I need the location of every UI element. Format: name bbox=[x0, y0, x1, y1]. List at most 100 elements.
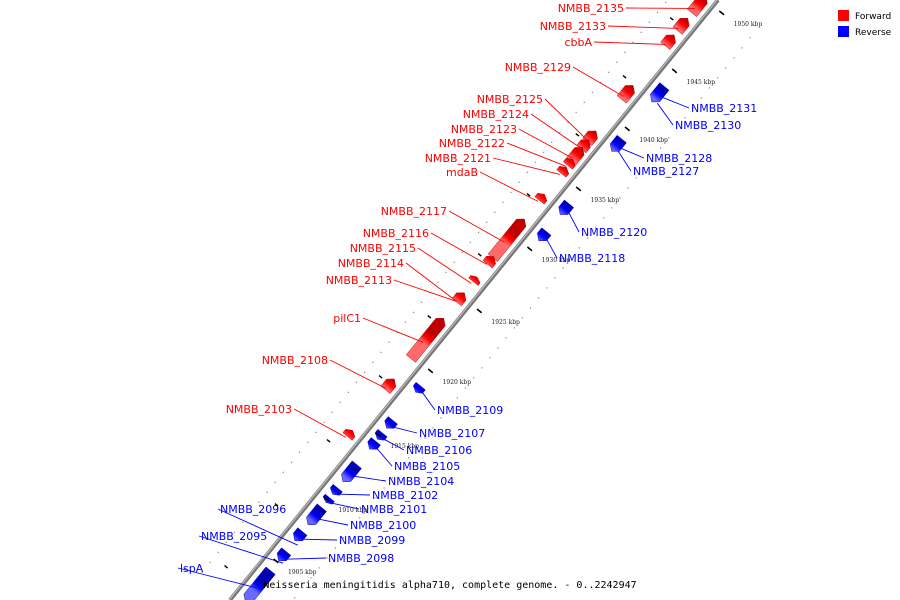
gene-arrow-lspa[interactable] bbox=[241, 566, 276, 600]
minor-dot bbox=[445, 271, 447, 273]
gene-arrow-nmbb-2106[interactable] bbox=[373, 429, 388, 443]
gene-arrow-nmbb-2099[interactable] bbox=[290, 527, 308, 545]
gene-arrow-nmbb-2117[interactable] bbox=[487, 215, 529, 262]
gene-label-nmbb-2114[interactable]: NMBB_2114 bbox=[338, 257, 404, 270]
minor-dot bbox=[665, 1, 667, 3]
gene-label-lspa[interactable]: lspA bbox=[180, 562, 204, 575]
gene-label-nmbb-2129[interactable]: NMBB_2129 bbox=[505, 61, 571, 74]
gene-label-nmbb-2103[interactable]: NMBB_2103 bbox=[226, 403, 292, 416]
gene-label-nmbb-2100[interactable]: NMBB_2100 bbox=[350, 519, 416, 532]
minor-dot bbox=[342, 537, 345, 539]
gene-label-nmbb-2124[interactable]: NMBB_2124 bbox=[463, 108, 529, 121]
minor-dot bbox=[635, 177, 637, 179]
gene-arrow-nmbb-2100[interactable] bbox=[303, 503, 327, 529]
minor-tick bbox=[427, 315, 432, 319]
minor-dot bbox=[274, 481, 276, 483]
gene-arrow-cbba[interactable] bbox=[660, 31, 679, 50]
gene-arrow-nmbb-2135[interactable] bbox=[687, 0, 710, 18]
gene-arrow-pilc1[interactable] bbox=[405, 314, 448, 363]
minor-dot bbox=[473, 377, 475, 379]
gene-arrow-nmbb-2107[interactable] bbox=[382, 416, 398, 432]
gene-label-nmbb-2096[interactable]: NMBB_2096 bbox=[220, 503, 286, 516]
leader-line-pilc1 bbox=[362, 317, 424, 343]
minor-dot bbox=[643, 167, 646, 169]
gene-label-nmbb-2104[interactable]: NMBB_2104 bbox=[388, 475, 454, 488]
gene-arrow-nmbb-2131[interactable] bbox=[647, 82, 670, 106]
minor-dot bbox=[464, 387, 467, 389]
gene-label-nmbb-2099[interactable]: NMBB_2099 bbox=[339, 534, 405, 547]
leader-line-nmbb-2117 bbox=[448, 210, 505, 243]
gene-arrow-nmbb-2116[interactable] bbox=[482, 253, 499, 269]
gene-label-nmbb-2116[interactable]: NMBB_2116 bbox=[363, 227, 429, 240]
gene-label-nmbb-2105[interactable]: NMBB_2105 bbox=[394, 460, 460, 473]
gene-label-nmbb-2098[interactable]: NMBB_2098 bbox=[328, 552, 394, 565]
gene-arrow-nmbb-2105[interactable] bbox=[365, 437, 381, 453]
gene-label-nmbb-2122[interactable]: NMBB_2122 bbox=[439, 137, 505, 150]
gene-label-nmbb-2115[interactable]: NMBB_2115 bbox=[350, 242, 416, 255]
gene-arrow-nmbb-2115[interactable] bbox=[468, 273, 482, 286]
gene-label-nmbb-2135[interactable]: NMBB_2135 bbox=[558, 2, 624, 15]
gene-label-nmbb-2109[interactable]: NMBB_2109 bbox=[437, 404, 503, 417]
major-tick bbox=[671, 68, 678, 74]
gene-arrow-nmbb-2125[interactable] bbox=[582, 127, 601, 146]
gene-arrow-nmbb-2122[interactable] bbox=[562, 156, 577, 170]
gene-arrow-nmbb-2121[interactable] bbox=[556, 164, 571, 178]
gene-arrow-nmbb-2098[interactable] bbox=[274, 547, 292, 565]
genome-backbone-highlight bbox=[228, 0, 718, 600]
gene-label-nmbb-2108[interactable]: NMBB_2108 bbox=[262, 354, 328, 367]
gene-arrow-mdab[interactable] bbox=[534, 191, 549, 205]
leader-line-lspa bbox=[177, 567, 263, 590]
gene-label-nmbb-2128[interactable]: NMBB_2128 bbox=[646, 152, 712, 165]
gene-arrow-nmbb-2103[interactable] bbox=[342, 427, 357, 441]
major-tick bbox=[624, 126, 631, 132]
minor-dot bbox=[608, 71, 610, 73]
minor-dot bbox=[334, 547, 336, 549]
gene-arrow-nmbb-2102[interactable] bbox=[328, 484, 343, 498]
minor-tick bbox=[526, 193, 531, 197]
gene-label-cbba[interactable]: cbbA bbox=[564, 36, 592, 49]
minor-dot bbox=[367, 507, 369, 509]
gene-arrow-nmbb-2114[interactable] bbox=[451, 289, 469, 307]
gene-label-nmbb-2118[interactable]: NMBB_2118 bbox=[559, 252, 625, 265]
minor-dot bbox=[250, 511, 252, 513]
gene-label-nmbb-2120[interactable]: NMBB_2120 bbox=[581, 226, 647, 239]
major-tick bbox=[575, 186, 582, 192]
minor-dot bbox=[554, 277, 556, 279]
gene-arrow-nmbb-2133[interactable] bbox=[672, 14, 692, 35]
gene-label-nmbb-2117[interactable]: NMBB_2117 bbox=[381, 205, 447, 218]
gene-label-nmbb-2101[interactable]: NMBB_2101 bbox=[361, 503, 427, 516]
gene-label-nmbb-2133[interactable]: NMBB_2133 bbox=[540, 20, 606, 33]
gene-label-mdab[interactable]: mdaB bbox=[446, 166, 478, 179]
gene-label-nmbb-2130[interactable]: NMBB_2130 bbox=[675, 119, 741, 132]
minor-dot bbox=[494, 211, 496, 213]
minor-dot bbox=[299, 451, 301, 453]
gene-label-nmbb-2123[interactable]: NMBB_2123 bbox=[451, 123, 517, 136]
gene-label-nmbb-2121[interactable]: NMBB_2121 bbox=[425, 152, 491, 165]
gene-arrow-nmbb-2101[interactable] bbox=[321, 493, 335, 506]
gene-arrow-nmbb-2120[interactable] bbox=[556, 199, 574, 218]
gene-label-nmbb-2107[interactable]: NMBB_2107 bbox=[419, 427, 485, 440]
gene-arrow-nmbb-2128[interactable] bbox=[607, 134, 627, 155]
leader-line-nmbb-2131 bbox=[661, 96, 690, 109]
gene-label-nmbb-2125[interactable]: NMBB_2125 bbox=[477, 93, 543, 106]
leader-line-nmbb-2114 bbox=[405, 262, 457, 302]
gene-arrow-nmbb-2124[interactable] bbox=[576, 136, 594, 154]
gene-label-nmbb-2131[interactable]: NMBB_2131 bbox=[691, 102, 757, 115]
legend-label-forward: Forward bbox=[855, 12, 891, 22]
leader-line-nmbb-2129 bbox=[572, 66, 624, 97]
gene-label-nmbb-2113[interactable]: NMBB_2113 bbox=[326, 274, 392, 287]
gene-label-nmbb-2102[interactable]: NMBB_2102 bbox=[372, 489, 438, 502]
gene-arrow-nmbb-2109[interactable] bbox=[411, 382, 426, 396]
major-tick bbox=[427, 368, 434, 374]
minor-dot bbox=[660, 147, 662, 149]
gene-label-nmbb-2106[interactable]: NMBB_2106 bbox=[406, 444, 472, 457]
gene-arrow-nmbb-2104[interactable] bbox=[338, 460, 362, 486]
gene-label-nmbb-2127[interactable]: NMBB_2127 bbox=[633, 165, 699, 178]
gene-label-nmbb-2095[interactable]: NMBB_2095 bbox=[201, 530, 267, 543]
gene-label-pilc1[interactable]: pilC1 bbox=[333, 312, 361, 325]
gene-arrow-nmbb-2108[interactable] bbox=[380, 375, 399, 394]
gene-arrow-nmbb-2118[interactable] bbox=[534, 227, 552, 245]
leader-line-nmbb-2109 bbox=[421, 391, 436, 411]
gene-arrow-nmbb-2129[interactable] bbox=[616, 82, 638, 104]
